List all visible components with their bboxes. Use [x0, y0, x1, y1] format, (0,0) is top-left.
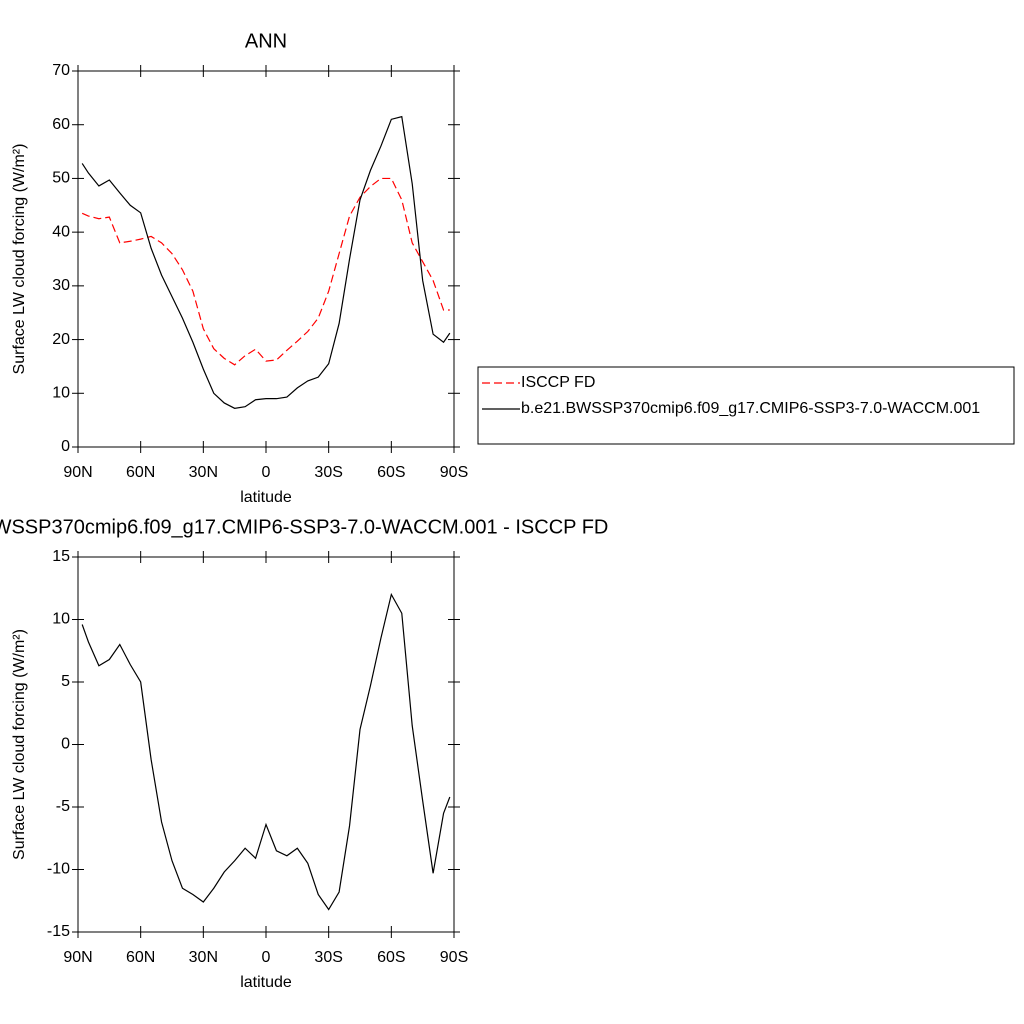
x-axis-label: latitude [240, 974, 292, 991]
legend-label: b.e21.BWSSP370cmip6.f09_g17.CMIP6-SSP3-7… [521, 400, 980, 417]
x-tick-label: 90N [63, 464, 92, 481]
y-tick-label: -15 [47, 923, 70, 940]
y-tick-label: 50 [52, 170, 70, 187]
x-tick-label: 60N [126, 949, 155, 966]
y-tick-label: 15 [52, 548, 70, 565]
y-tick-label: 30 [52, 277, 70, 294]
x-tick-label: 90S [440, 949, 468, 966]
chart-title: ANN [245, 30, 287, 52]
y-tick-label: 60 [52, 116, 70, 133]
x-tick-label: 30N [189, 949, 218, 966]
x-axis-label: latitude [240, 489, 292, 506]
x-tick-label: 0 [262, 464, 271, 481]
x-tick-label: 0 [262, 949, 271, 966]
y-axis-label: Surface LW cloud forcing (W/m²) [11, 144, 28, 375]
x-tick-label: 60S [377, 949, 405, 966]
x-tick-label: 30S [314, 464, 342, 481]
y-tick-label: 5 [61, 673, 70, 690]
x-tick-label: 90N [63, 949, 92, 966]
y-tick-label: 70 [52, 62, 70, 79]
y-tick-label: 10 [52, 611, 70, 628]
legend-label: ISCCP FD [521, 374, 595, 391]
y-tick-label: -10 [47, 861, 70, 878]
x-tick-label: 90S [440, 464, 468, 481]
y-tick-label: -5 [56, 798, 70, 815]
y-tick-label: 0 [61, 438, 70, 455]
chart-title: b.e21.BWSSP370cmip6.f09_g17.CMIP6-SSP3-7… [0, 516, 608, 538]
y-tick-label: 10 [52, 385, 70, 402]
data-line [81, 115, 451, 409]
y-axis-label: Surface LW cloud forcing (W/m²) [11, 629, 28, 860]
plot-frame [77, 556, 455, 933]
y-tick-label: 40 [52, 223, 70, 240]
plot-frame [77, 70, 455, 448]
x-tick-label: 30N [189, 464, 218, 481]
data-line [81, 177, 450, 366]
x-tick-label: 30S [314, 949, 342, 966]
y-tick-label: 0 [61, 736, 70, 753]
data-line [81, 592, 451, 911]
legend-box [477, 366, 1015, 445]
x-tick-label: 60N [126, 464, 155, 481]
y-tick-label: 20 [52, 331, 70, 348]
x-tick-label: 60S [377, 464, 405, 481]
